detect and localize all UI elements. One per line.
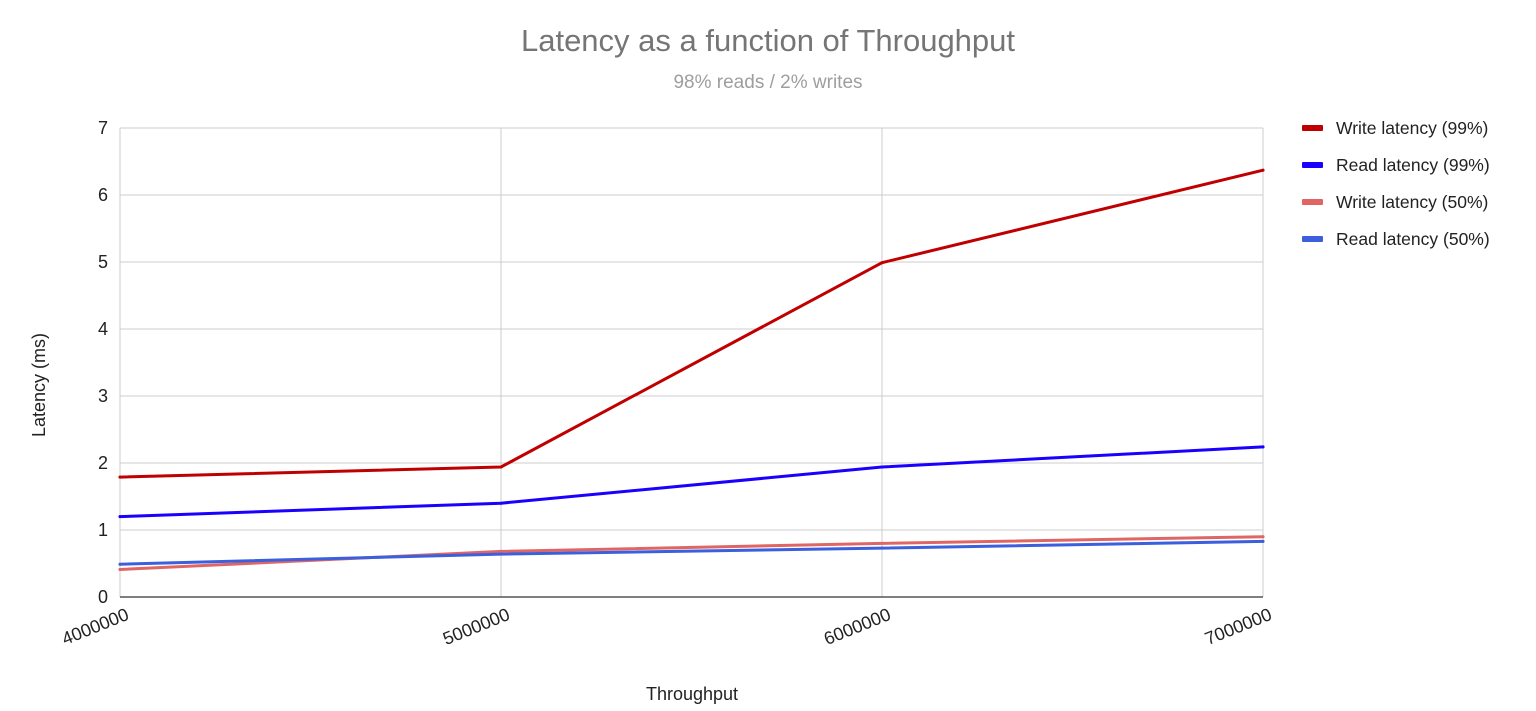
data-point: [880, 261, 884, 265]
legend-swatch: [1302, 125, 1323, 131]
series-line-4: [118, 539, 1265, 566]
legend-label: Read latency (50%): [1336, 229, 1490, 249]
series-line-3: [118, 535, 1265, 571]
series-line-2: [118, 445, 1265, 519]
data-point: [118, 475, 122, 479]
gridlines: [119, 127, 1264, 597]
y-tick-label: 4: [98, 319, 108, 339]
x-tick-label: 4000000: [59, 604, 131, 649]
data-point: [1261, 539, 1265, 543]
data-point: [880, 546, 884, 550]
data-point: [499, 501, 503, 505]
data-point: [499, 549, 503, 553]
legend-label: Write latency (99%): [1336, 118, 1488, 138]
legend-item: Read latency (50%): [1302, 229, 1490, 249]
chart-title: Latency as a function of Throughput: [521, 23, 1015, 58]
data-point: [118, 515, 122, 519]
data-point: [118, 562, 122, 566]
data-point: [499, 465, 503, 469]
series-line-1: [118, 168, 1265, 479]
legend-swatch: [1302, 236, 1323, 242]
x-tick-label: 6000000: [821, 604, 893, 649]
legend: Write latency (99%) Read latency (99%) Wri…: [1302, 118, 1490, 249]
data-point: [880, 541, 884, 545]
x-tick-label: 7000000: [1202, 604, 1274, 649]
data-point: [1261, 168, 1265, 172]
legend-item: Write latency (99%): [1302, 118, 1488, 138]
x-tick-labels: 4000000 5000000 6000000 7000000: [59, 604, 1274, 649]
chart-subtitle: 98% reads / 2% writes: [673, 72, 862, 93]
y-axis-label: Latency (ms): [29, 333, 49, 437]
y-tick-labels: 0 1 2 3 4 5 6 7: [98, 118, 108, 607]
legend-swatch: [1302, 199, 1323, 205]
y-tick-label: 3: [98, 386, 108, 406]
legend-item: Read latency (99%): [1302, 155, 1490, 175]
legend-label: Read latency (99%): [1336, 155, 1490, 175]
legend-item: Write latency (50%): [1302, 192, 1488, 212]
y-tick-label: 2: [98, 453, 108, 473]
data-point: [499, 552, 503, 556]
data-point: [880, 465, 884, 469]
data-point: [1261, 535, 1265, 539]
data-point: [1261, 445, 1265, 449]
legend-label: Write latency (50%): [1336, 192, 1488, 212]
x-axis-label: Throughput: [646, 684, 738, 704]
data-point: [118, 568, 122, 571]
y-tick-label: 7: [98, 118, 108, 138]
y-tick-label: 1: [98, 520, 108, 540]
y-tick-label: 5: [98, 252, 108, 272]
x-tick-label: 5000000: [440, 604, 512, 649]
series-lines: [118, 168, 1265, 571]
y-tick-label: 6: [98, 185, 108, 205]
legend-swatch: [1302, 162, 1323, 168]
y-tick-label: 0: [98, 587, 108, 607]
